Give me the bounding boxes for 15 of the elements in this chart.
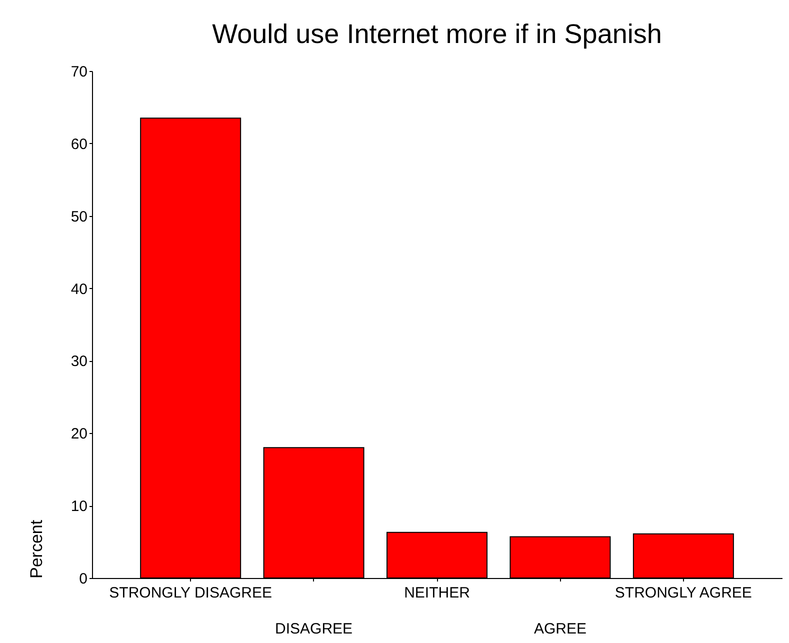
y-tick-label: 40 bbox=[70, 280, 88, 298]
y-tick-label: 50 bbox=[70, 208, 88, 226]
y-tick-label: 0 bbox=[79, 570, 88, 588]
y-tick-label: 30 bbox=[70, 353, 88, 370]
y-axis-title: Percent bbox=[26, 520, 46, 578]
x-tick-label: STRONGLY AGREE bbox=[614, 584, 752, 602]
x-tick-label: NEITHER bbox=[404, 584, 470, 602]
y-tick-label: 10 bbox=[70, 498, 88, 516]
x-tick-label: AGREE bbox=[534, 620, 586, 638]
y-tick-label: 60 bbox=[70, 136, 88, 153]
y-tick-label: 20 bbox=[70, 426, 88, 443]
x-tick-label: DISAGREE bbox=[275, 620, 353, 638]
x-tick-label: STRONGLY DISAGREE bbox=[109, 584, 272, 602]
y-tick-label: 70 bbox=[70, 64, 88, 80]
chart-title: Would use Internet more if in Spanish bbox=[212, 19, 662, 49]
